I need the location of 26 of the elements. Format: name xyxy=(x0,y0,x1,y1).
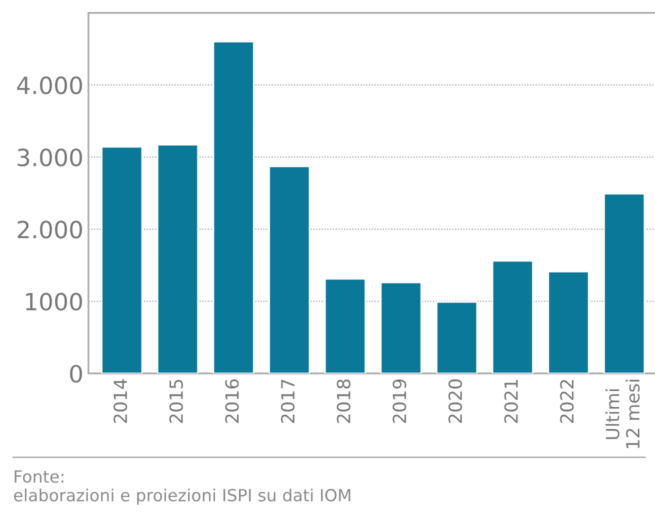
source-note: Fonte: elaborazioni e proiezioni ISPI su dati IOM xyxy=(14,470,350,505)
x-tick-label: 2014 xyxy=(114,379,128,423)
y-tick-label: 0 xyxy=(70,364,82,383)
y-tick-label: 2.000 xyxy=(18,220,82,238)
bar xyxy=(156,144,199,374)
bar xyxy=(548,271,590,374)
x-tick-label: 2021 xyxy=(504,380,518,423)
y-tick-label: 1000 xyxy=(26,292,82,311)
x-tick-label: 2022 xyxy=(560,380,574,423)
bar xyxy=(268,166,310,374)
x-tick-label: 2015 xyxy=(169,380,183,423)
bar xyxy=(212,41,254,374)
bar xyxy=(492,260,534,374)
bar xyxy=(380,282,422,374)
x-tick-label: Ultimi 12 mesi xyxy=(605,380,640,448)
bar xyxy=(324,278,366,374)
x-tick-label: 2018 xyxy=(336,379,350,423)
x-tick-label: 2016 xyxy=(225,379,239,423)
x-tick-label: 2020 xyxy=(448,379,462,423)
bar xyxy=(604,193,646,374)
y-tick-label: 4.000 xyxy=(17,76,82,94)
x-tick-label: 2019 xyxy=(392,380,406,423)
x-tick-label: 2017 xyxy=(280,380,295,423)
bar xyxy=(436,301,478,374)
bar xyxy=(101,146,143,374)
y-tick-label: 3.000 xyxy=(18,148,82,166)
